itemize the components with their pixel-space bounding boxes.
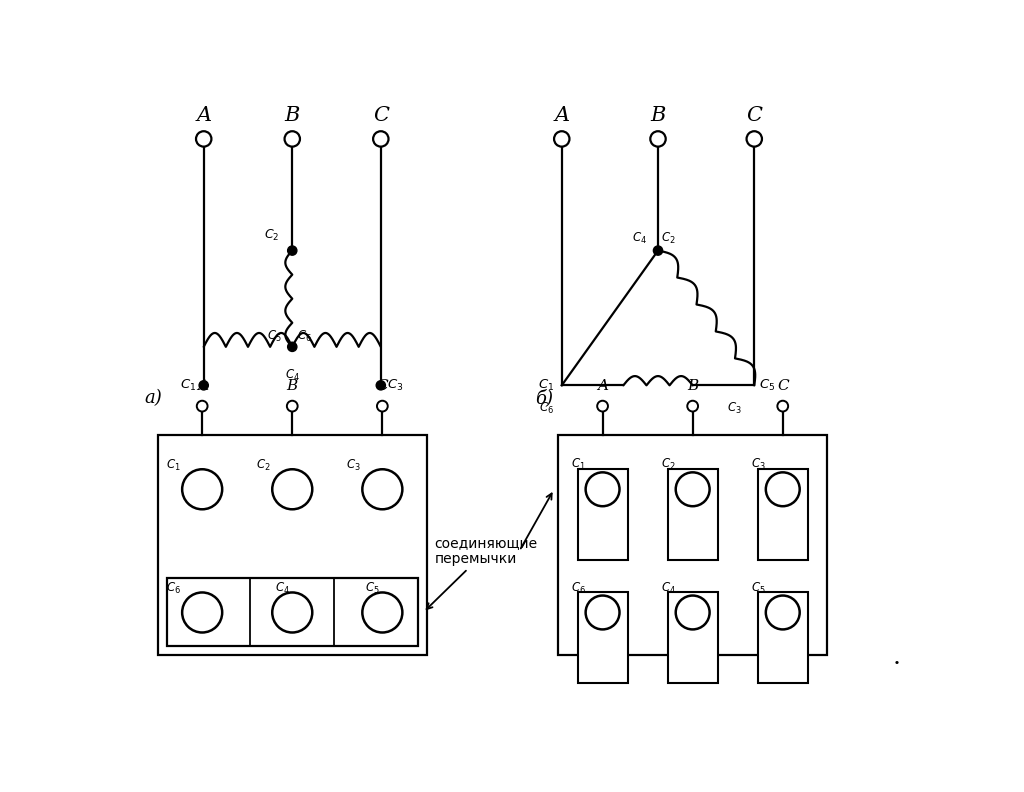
Text: $C_3$: $C_3$ (751, 457, 766, 472)
Text: соединяющие
перемычки: соединяющие перемычки (427, 535, 538, 609)
Text: $C_3$: $C_3$ (387, 378, 403, 393)
Bar (758, 469, 808, 560)
Circle shape (377, 401, 388, 412)
Text: $C_6$: $C_6$ (166, 581, 180, 596)
Bar (578, 469, 628, 560)
Text: B: B (650, 106, 666, 125)
Circle shape (766, 596, 800, 630)
Text: C: C (777, 379, 788, 393)
Text: B: B (687, 379, 698, 393)
Text: $C_4$: $C_4$ (275, 581, 290, 596)
Circle shape (199, 381, 208, 390)
Text: б): б) (535, 389, 553, 407)
Text: $C_2$: $C_2$ (256, 458, 270, 473)
Bar (158, 436, 427, 655)
Text: $C_5$: $C_5$ (752, 581, 766, 596)
Text: $C_4$: $C_4$ (632, 230, 647, 246)
Circle shape (373, 131, 388, 147)
Text: C: C (373, 106, 389, 125)
Text: B: B (287, 379, 298, 393)
Text: $C_2$: $C_2$ (662, 230, 676, 246)
Bar (578, 592, 628, 683)
Circle shape (597, 401, 608, 412)
Circle shape (586, 472, 620, 506)
Circle shape (182, 592, 222, 633)
Text: $C_5$: $C_5$ (759, 378, 775, 393)
Bar (758, 592, 808, 683)
Text: $C_6$: $C_6$ (539, 401, 554, 416)
Text: .: . (893, 645, 901, 668)
Text: A: A (197, 106, 211, 125)
Text: $C_5$: $C_5$ (366, 581, 380, 596)
Circle shape (287, 401, 298, 412)
Text: C: C (746, 106, 762, 125)
Circle shape (197, 401, 208, 412)
Text: $C_1$: $C_1$ (180, 378, 196, 393)
Text: C: C (377, 379, 388, 393)
Circle shape (687, 401, 698, 412)
Circle shape (586, 596, 620, 630)
Circle shape (554, 131, 569, 147)
Bar (167, 578, 418, 645)
Text: $C_2$: $C_2$ (662, 457, 676, 472)
Circle shape (362, 469, 402, 509)
Text: $C_3$: $C_3$ (346, 458, 360, 473)
Bar (668, 469, 718, 560)
Bar (668, 592, 718, 683)
Text: $C_6$: $C_6$ (297, 329, 312, 344)
Text: A: A (597, 379, 608, 393)
Text: $C_4$: $C_4$ (660, 581, 676, 596)
Text: A: A (554, 106, 569, 125)
Circle shape (182, 469, 222, 509)
Circle shape (746, 131, 762, 147)
Text: A: A (197, 379, 208, 393)
Circle shape (272, 592, 312, 633)
Circle shape (650, 131, 666, 147)
Text: a): a) (144, 389, 162, 407)
Text: $C_1$: $C_1$ (538, 378, 554, 393)
Circle shape (196, 131, 211, 147)
Circle shape (777, 401, 788, 412)
Text: $C_4$: $C_4$ (285, 368, 300, 383)
Circle shape (285, 131, 300, 147)
Text: $C_2$: $C_2$ (264, 228, 280, 243)
Text: $C_3$: $C_3$ (727, 401, 742, 416)
Circle shape (376, 381, 385, 390)
Circle shape (362, 592, 402, 633)
Text: $C_6$: $C_6$ (570, 581, 586, 596)
Text: B: B (285, 106, 300, 125)
Circle shape (766, 472, 800, 506)
Circle shape (676, 472, 710, 506)
Circle shape (676, 596, 710, 630)
Bar (558, 436, 827, 655)
Circle shape (653, 246, 663, 255)
Text: $C_1$: $C_1$ (571, 457, 586, 472)
Circle shape (272, 469, 312, 509)
Circle shape (288, 342, 297, 352)
Text: $C_1$: $C_1$ (166, 458, 180, 473)
Circle shape (288, 246, 297, 255)
Text: $C_5$: $C_5$ (267, 329, 282, 344)
